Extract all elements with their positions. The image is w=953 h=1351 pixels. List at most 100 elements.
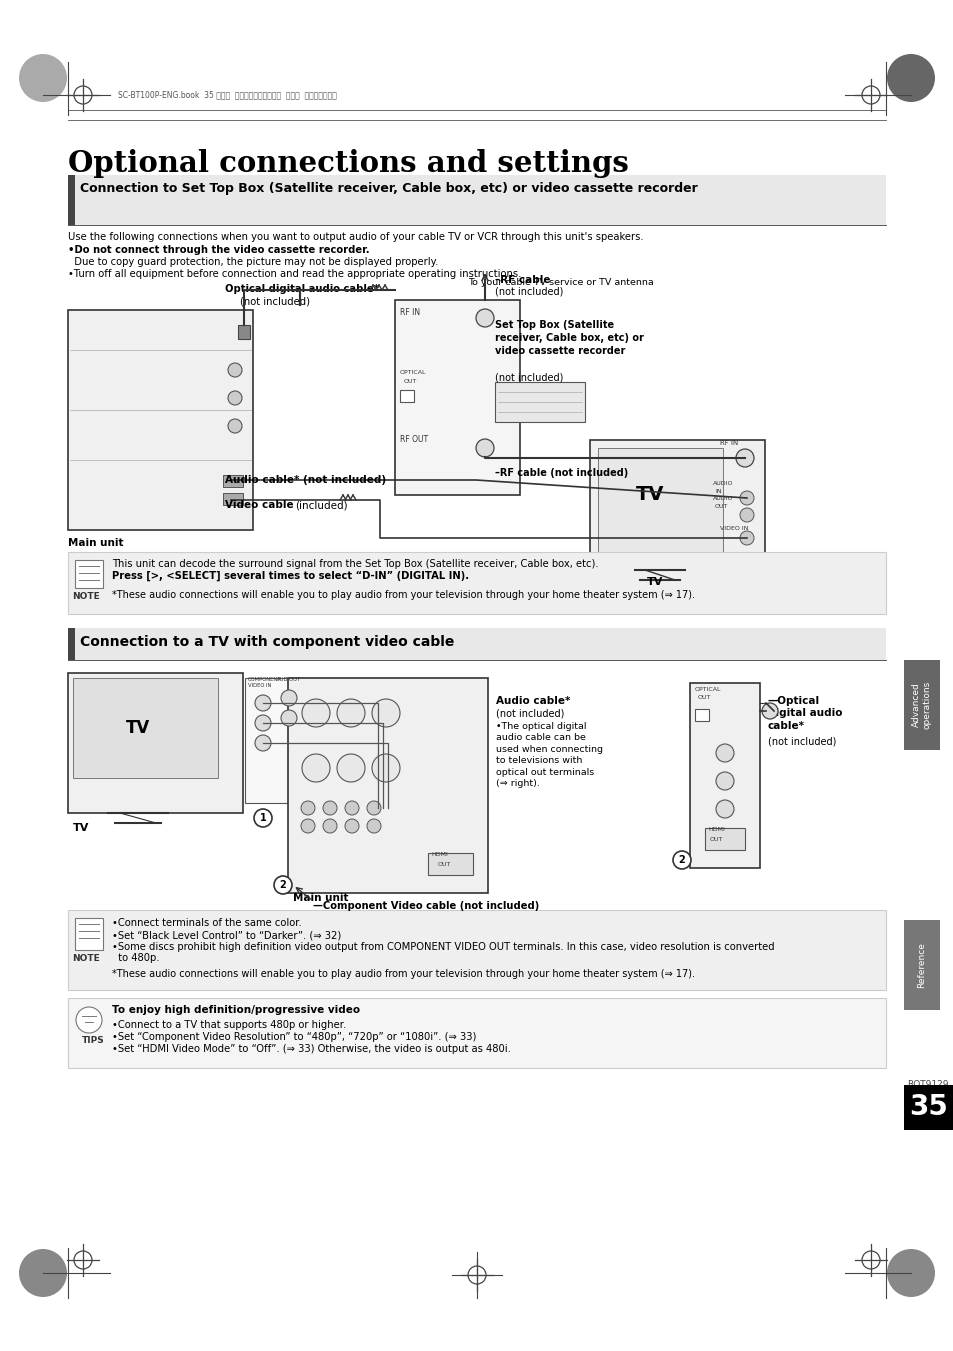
Circle shape (336, 698, 365, 727)
Text: Connection to a TV with component video cable: Connection to a TV with component video … (80, 635, 454, 648)
Circle shape (254, 694, 271, 711)
Text: –RF cable: –RF cable (495, 276, 550, 285)
Text: (not included): (not included) (767, 736, 836, 746)
Bar (695, 709, 708, 721)
Text: Set Top Box (Satellite
receiver, Cable box, etc) or
video cassette recorder: Set Top Box (Satellite receiver, Cable b… (495, 320, 643, 355)
Bar (245, 678, 305, 802)
Circle shape (367, 801, 380, 815)
Text: OUT: OUT (437, 862, 451, 867)
Bar (68, 176, 885, 226)
Circle shape (740, 490, 753, 505)
Bar (68, 628, 885, 661)
Text: •Connect to a TV that supports 480p or higher.: •Connect to a TV that supports 480p or h… (112, 1020, 346, 1029)
Text: Main unit: Main unit (293, 893, 348, 902)
Text: •Set “HDMI Video Mode” to “Off”. (⇒ 33) Otherwise, the video is output as 480i.: •Set “HDMI Video Mode” to “Off”. (⇒ 33) … (112, 1044, 511, 1054)
Bar (68, 309, 253, 530)
Text: •Turn off all equipment before connection and read the appropriate operating ins: •Turn off all equipment before connectio… (68, 269, 521, 280)
Text: NOTE: NOTE (71, 592, 100, 601)
Circle shape (274, 875, 292, 894)
Text: Due to copy guard protection, the picture may not be displayed properly.: Due to copy guard protection, the pictur… (68, 257, 438, 267)
Text: (not included): (not included) (495, 286, 563, 297)
Text: •Set “Component Video Resolution” to “480p”, “720p” or “1080i”. (⇒ 33): •Set “Component Video Resolution” to “48… (112, 1032, 476, 1042)
Text: HDMI: HDMI (707, 827, 724, 832)
Circle shape (19, 1250, 67, 1297)
Circle shape (886, 1250, 934, 1297)
Text: 2: 2 (678, 855, 684, 865)
Text: OUT: OUT (714, 504, 727, 509)
Text: To enjoy high definition/progressive video: To enjoy high definition/progressive vid… (112, 1005, 359, 1015)
Bar (598, 449, 722, 553)
Text: AUDIO: AUDIO (712, 481, 733, 486)
Circle shape (228, 363, 242, 377)
Text: AUDIO: AUDIO (712, 496, 733, 501)
Bar (395, 300, 519, 494)
Bar (903, 661, 939, 750)
Text: Optical digital audio cable*: Optical digital audio cable* (225, 284, 378, 295)
Text: –RF cable (not included): –RF cable (not included) (495, 467, 628, 478)
Circle shape (76, 1006, 102, 1034)
Text: COMPONENT: COMPONENT (248, 677, 281, 682)
Text: RF IN: RF IN (720, 440, 738, 446)
Bar (495, 382, 584, 422)
Text: •Set “Black Level Control” to “Darker”. (⇒ 32): •Set “Black Level Control” to “Darker”. … (112, 929, 341, 940)
Circle shape (372, 698, 399, 727)
Bar (68, 553, 885, 613)
Bar (68, 673, 243, 813)
Text: (not included): (not included) (496, 708, 564, 717)
Text: 2: 2 (279, 880, 286, 890)
Bar (589, 440, 764, 570)
Text: —Optical
digital audio
cable*: —Optical digital audio cable* (767, 696, 841, 731)
Text: IN: IN (714, 489, 720, 494)
Text: OPTICAL: OPTICAL (695, 688, 720, 692)
Text: VIDEO IN: VIDEO IN (720, 526, 748, 531)
Text: OUT: OUT (709, 838, 722, 842)
Circle shape (672, 851, 690, 869)
Bar (223, 476, 243, 486)
Bar (428, 852, 473, 875)
Text: Optional connections and settings: Optional connections and settings (68, 149, 628, 177)
Bar (68, 176, 75, 226)
Text: *These audio connections will enable you to play audio from your television thro: *These audio connections will enable you… (112, 590, 695, 600)
Circle shape (228, 390, 242, 405)
Text: RF OUT: RF OUT (399, 435, 428, 444)
Text: TV: TV (646, 577, 662, 586)
Circle shape (476, 309, 494, 327)
Text: 1: 1 (259, 813, 266, 823)
Text: to 480p.: to 480p. (112, 952, 159, 963)
Circle shape (716, 771, 733, 790)
Circle shape (740, 531, 753, 544)
Circle shape (254, 735, 271, 751)
Text: Press [>, <SELECT] several times to select “D-IN” (DIGITAL IN).: Press [>, <SELECT] several times to sele… (112, 571, 469, 581)
Bar (237, 326, 250, 339)
Circle shape (228, 419, 242, 434)
Bar (288, 678, 488, 893)
Circle shape (323, 801, 336, 815)
Circle shape (367, 819, 380, 834)
Text: (not included): (not included) (240, 296, 310, 305)
Text: Main unit: Main unit (68, 538, 123, 549)
Text: (not included): (not included) (495, 372, 563, 382)
Text: *These audio connections will enable you to play audio from your television thro: *These audio connections will enable you… (112, 969, 695, 979)
Text: To your cable TV service or TV antenna: To your cable TV service or TV antenna (468, 278, 653, 286)
Text: OUT: OUT (698, 694, 711, 700)
Circle shape (716, 744, 733, 762)
Text: HDMI: HDMI (431, 852, 447, 857)
Bar (73, 678, 218, 778)
Text: Reference: Reference (917, 942, 925, 988)
Bar (68, 998, 885, 1069)
Bar (704, 828, 744, 850)
Text: (included): (included) (294, 500, 347, 509)
Text: •Connect terminals of the same color.: •Connect terminals of the same color. (112, 917, 301, 928)
Circle shape (301, 801, 314, 815)
Bar (223, 493, 243, 505)
Text: VIDEO IN: VIDEO IN (248, 684, 271, 688)
Text: TV: TV (126, 719, 150, 738)
Bar (75, 561, 103, 588)
Bar (903, 920, 939, 1011)
Bar (68, 911, 885, 990)
Bar (75, 917, 103, 950)
Circle shape (336, 754, 365, 782)
Bar (689, 684, 760, 867)
Circle shape (476, 439, 494, 457)
Circle shape (345, 819, 358, 834)
